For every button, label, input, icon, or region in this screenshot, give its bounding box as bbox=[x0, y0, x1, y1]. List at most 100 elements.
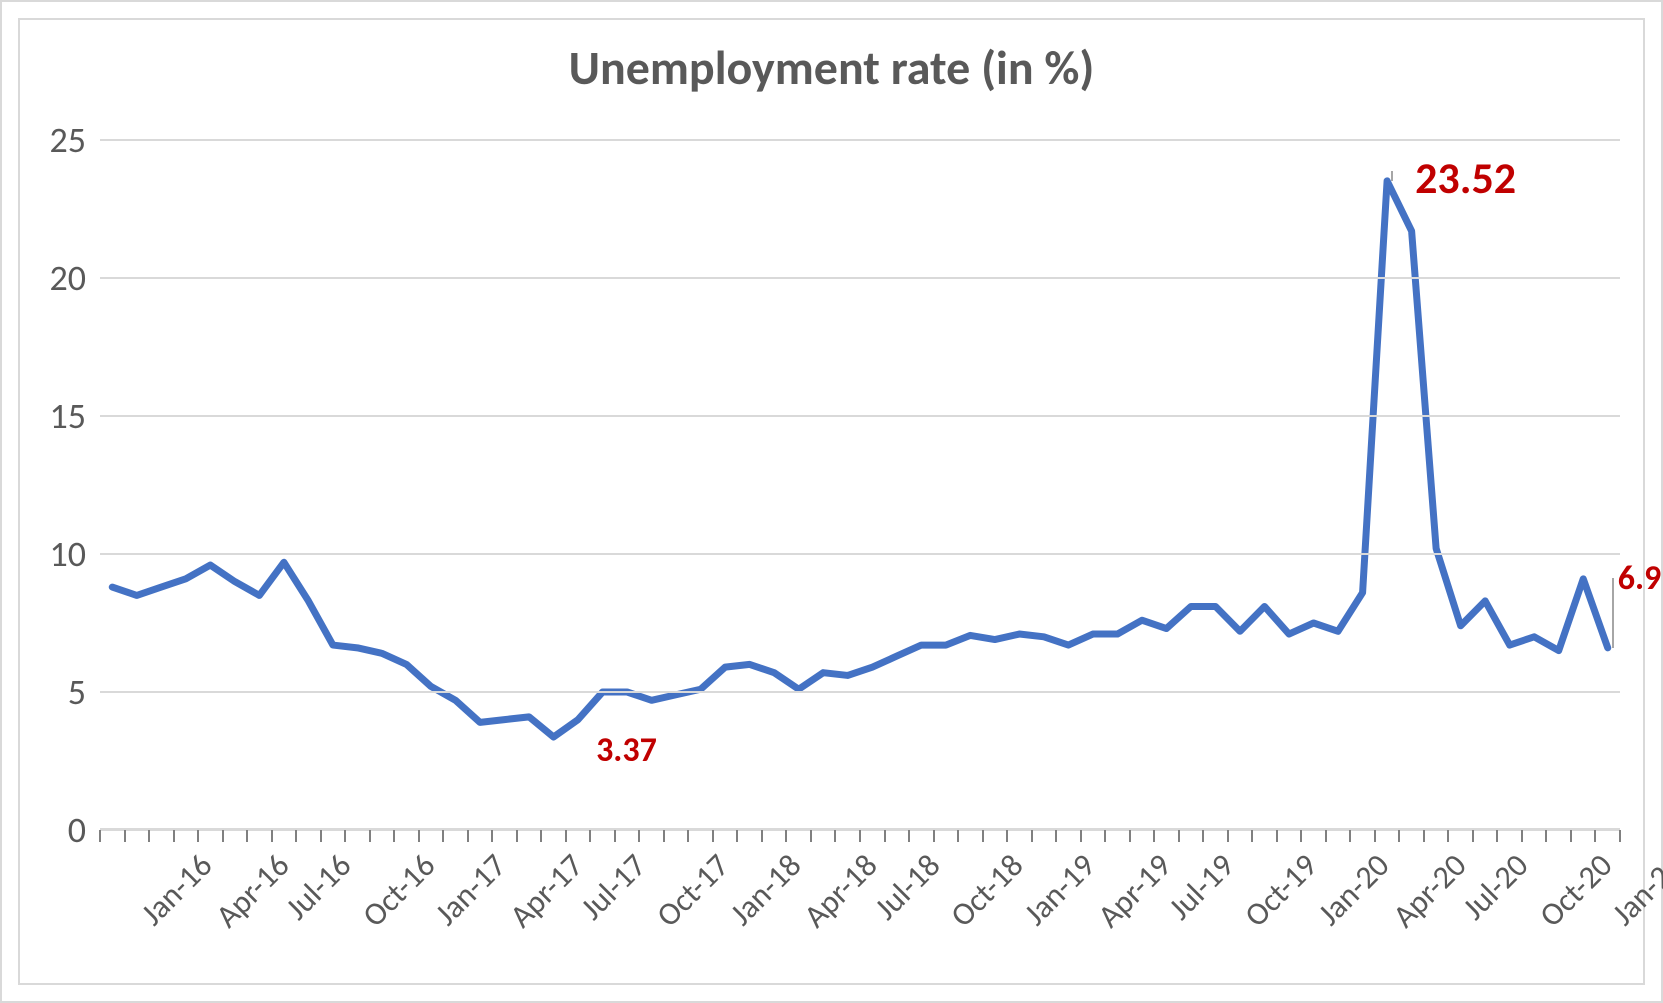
x-tick-label: Jul-19 bbox=[1160, 846, 1242, 928]
x-tick bbox=[1619, 830, 1621, 842]
x-tick bbox=[442, 830, 444, 842]
x-tick bbox=[1570, 830, 1572, 842]
x-tick bbox=[908, 830, 910, 842]
x-tick bbox=[295, 830, 297, 842]
y-tick-label: 25 bbox=[50, 118, 101, 162]
x-tick-label: Oct-16 bbox=[354, 846, 443, 935]
x-tick bbox=[1594, 830, 1596, 842]
y-tick-label: 5 bbox=[68, 670, 100, 714]
leader-line bbox=[1612, 578, 1614, 648]
x-tick-label: Oct-18 bbox=[943, 846, 1032, 935]
x-tick bbox=[982, 830, 984, 842]
x-tick-label: Apr-17 bbox=[502, 846, 592, 936]
x-tick-label: Oct-19 bbox=[1237, 846, 1326, 935]
x-tick bbox=[1276, 830, 1278, 842]
line-series bbox=[100, 140, 1620, 830]
x-tick-label: Jan-17 bbox=[427, 846, 514, 933]
x-tick bbox=[1006, 830, 1008, 842]
x-tick bbox=[687, 830, 689, 842]
plot-area: 0510152025Jan-16Apr-16Jul-16Oct-16Jan-17… bbox=[100, 140, 1620, 830]
x-tick bbox=[1521, 830, 1523, 842]
x-tick bbox=[1472, 830, 1474, 842]
x-tick bbox=[785, 830, 787, 842]
x-tick bbox=[222, 830, 224, 842]
x-tick bbox=[1153, 830, 1155, 842]
x-tick bbox=[1251, 830, 1253, 842]
x-tick-label: Oct-20 bbox=[1531, 846, 1620, 935]
x-tick bbox=[1496, 830, 1498, 842]
x-tick bbox=[1349, 830, 1351, 842]
gridline bbox=[100, 277, 1620, 279]
x-tick-label: Oct-17 bbox=[648, 846, 737, 935]
x-tick-label: Apr-16 bbox=[208, 846, 298, 936]
x-tick bbox=[1055, 830, 1057, 842]
x-tick-label: Jan-16 bbox=[133, 846, 220, 933]
x-tick bbox=[859, 830, 861, 842]
x-tick bbox=[148, 830, 150, 842]
x-tick bbox=[467, 830, 469, 842]
x-tick bbox=[1129, 830, 1131, 842]
gridline bbox=[100, 553, 1620, 555]
x-tick bbox=[933, 830, 935, 842]
x-tick bbox=[516, 830, 518, 842]
x-tick bbox=[173, 830, 175, 842]
y-tick-label: 20 bbox=[50, 256, 101, 300]
x-tick bbox=[1202, 830, 1204, 842]
x-tick bbox=[1545, 830, 1547, 842]
x-tick bbox=[99, 830, 101, 842]
x-tick bbox=[246, 830, 248, 842]
x-tick bbox=[369, 830, 371, 842]
data-label: 23.52 bbox=[1415, 151, 1516, 205]
x-tick bbox=[271, 830, 273, 842]
y-tick-label: 15 bbox=[50, 394, 101, 438]
x-tick-label: Apr-18 bbox=[796, 846, 886, 936]
x-tick bbox=[197, 830, 199, 842]
x-tick bbox=[736, 830, 738, 842]
x-tick-label: Jul-17 bbox=[572, 846, 654, 928]
y-tick-label: 0 bbox=[68, 808, 100, 852]
line-path bbox=[112, 181, 1607, 737]
x-tick bbox=[124, 830, 126, 842]
x-tick bbox=[834, 830, 836, 842]
x-tick bbox=[1374, 830, 1376, 842]
chart-outer-frame: Unemployment rate (in %) 0510152025Jan-1… bbox=[0, 0, 1663, 1003]
data-label: 3.37 bbox=[596, 730, 657, 771]
x-tick bbox=[565, 830, 567, 842]
x-tick bbox=[1104, 830, 1106, 842]
x-tick bbox=[418, 830, 420, 842]
x-tick bbox=[540, 830, 542, 842]
x-tick bbox=[491, 830, 493, 842]
x-tick-label: Apr-19 bbox=[1090, 846, 1180, 936]
x-tick bbox=[1423, 830, 1425, 842]
x-tick-label: Jul-16 bbox=[278, 846, 360, 928]
gridline bbox=[100, 415, 1620, 417]
x-tick bbox=[810, 830, 812, 842]
x-tick bbox=[1447, 830, 1449, 842]
x-tick bbox=[1227, 830, 1229, 842]
gridline bbox=[100, 139, 1620, 141]
x-tick-label: Apr-20 bbox=[1384, 846, 1474, 936]
chart-title: Unemployment rate (in %) bbox=[20, 38, 1643, 97]
x-tick bbox=[344, 830, 346, 842]
x-tick bbox=[1031, 830, 1033, 842]
gridline bbox=[100, 691, 1620, 693]
x-tick bbox=[1300, 830, 1302, 842]
x-tick-label: Jan-20 bbox=[1310, 846, 1397, 933]
x-tick bbox=[712, 830, 714, 842]
x-tick bbox=[1178, 830, 1180, 842]
leader-line bbox=[1391, 171, 1393, 181]
x-tick bbox=[1398, 830, 1400, 842]
x-tick bbox=[1080, 830, 1082, 842]
x-tick-label: Jul-20 bbox=[1455, 846, 1537, 928]
x-tick bbox=[957, 830, 959, 842]
x-tick bbox=[589, 830, 591, 842]
x-tick bbox=[884, 830, 886, 842]
x-tick-label: Jan-19 bbox=[1016, 846, 1103, 933]
x-tick-label: Jan-18 bbox=[721, 846, 808, 933]
x-tick-label: Jul-18 bbox=[866, 846, 948, 928]
x-tick bbox=[1325, 830, 1327, 842]
x-tick bbox=[638, 830, 640, 842]
y-tick-label: 10 bbox=[50, 532, 101, 576]
x-tick bbox=[614, 830, 616, 842]
x-tick bbox=[761, 830, 763, 842]
